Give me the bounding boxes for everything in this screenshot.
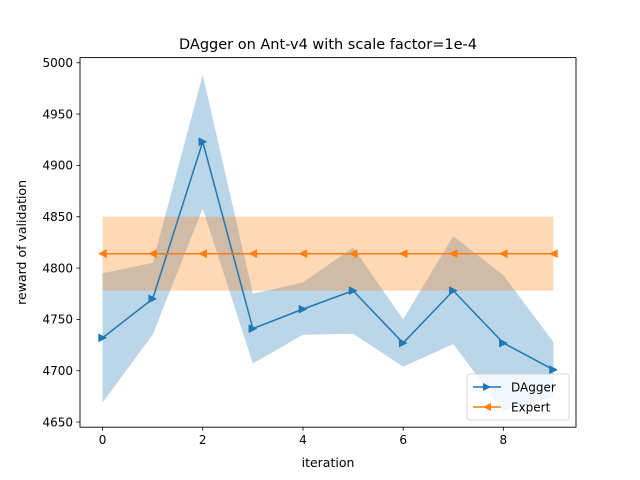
- legend-expert-label: Expert: [511, 401, 551, 415]
- y-axis-label: reward of validation: [14, 180, 29, 305]
- y-tick-label: 4800: [42, 261, 73, 275]
- x-axis-label: iteration: [302, 455, 355, 470]
- x-axis-ticks: 0 2 4 6 8: [99, 427, 507, 447]
- x-tick-label: 6: [399, 433, 407, 447]
- dagger-point: [98, 333, 108, 343]
- legend-dagger-marker: [483, 383, 491, 391]
- dagger-point: [148, 294, 158, 304]
- series-markers: [97, 137, 559, 375]
- y-tick-label: 4750: [42, 313, 73, 327]
- y-axis-ticks: 4650 4700 4750 4800 4850 4900 4950 5000: [42, 56, 80, 429]
- x-tick-label: 8: [500, 433, 508, 447]
- dagger-point: [348, 286, 358, 296]
- y-tick-label: 5000: [42, 56, 73, 70]
- dagger-point: [398, 338, 408, 348]
- dagger-point: [198, 137, 208, 147]
- dagger-point: [298, 304, 308, 314]
- expert-point: [448, 249, 458, 259]
- expert-point: [548, 249, 558, 259]
- y-tick-label: 4650: [42, 415, 73, 429]
- legend: DAgger Expert: [466, 373, 570, 421]
- expert-point: [97, 249, 107, 259]
- y-tick-label: 4950: [42, 107, 73, 121]
- dagger-point: [549, 365, 559, 375]
- dagger-band: [102, 75, 554, 411]
- y-tick-label: 4850: [42, 210, 73, 224]
- dagger-point: [499, 338, 508, 348]
- expert-point: [498, 249, 508, 259]
- plot-frame: [79, 57, 577, 428]
- dagger-line: [102, 139, 554, 371]
- dagger-point: [449, 286, 458, 296]
- y-tick-label: 4700: [42, 364, 73, 378]
- x-tick-label: 4: [299, 433, 307, 447]
- expert-point: [298, 249, 308, 259]
- legend-box: [466, 373, 570, 421]
- expert-point: [398, 249, 408, 259]
- expert-point: [348, 249, 358, 259]
- dagger-point: [248, 324, 258, 334]
- chart-title: DAgger on Ant-v4 with scale factor=1e-4: [179, 37, 477, 53]
- legend-dagger-label: DAgger: [511, 381, 556, 395]
- expert-point: [148, 249, 157, 259]
- expert-point: [248, 249, 258, 259]
- legend-expert-marker: [483, 403, 491, 411]
- expert-point: [198, 249, 207, 259]
- series-lines: [102, 139, 554, 371]
- x-tick-label: 2: [199, 433, 207, 447]
- y-tick-label: 4900: [42, 159, 73, 173]
- x-tick-label: 0: [99, 433, 107, 447]
